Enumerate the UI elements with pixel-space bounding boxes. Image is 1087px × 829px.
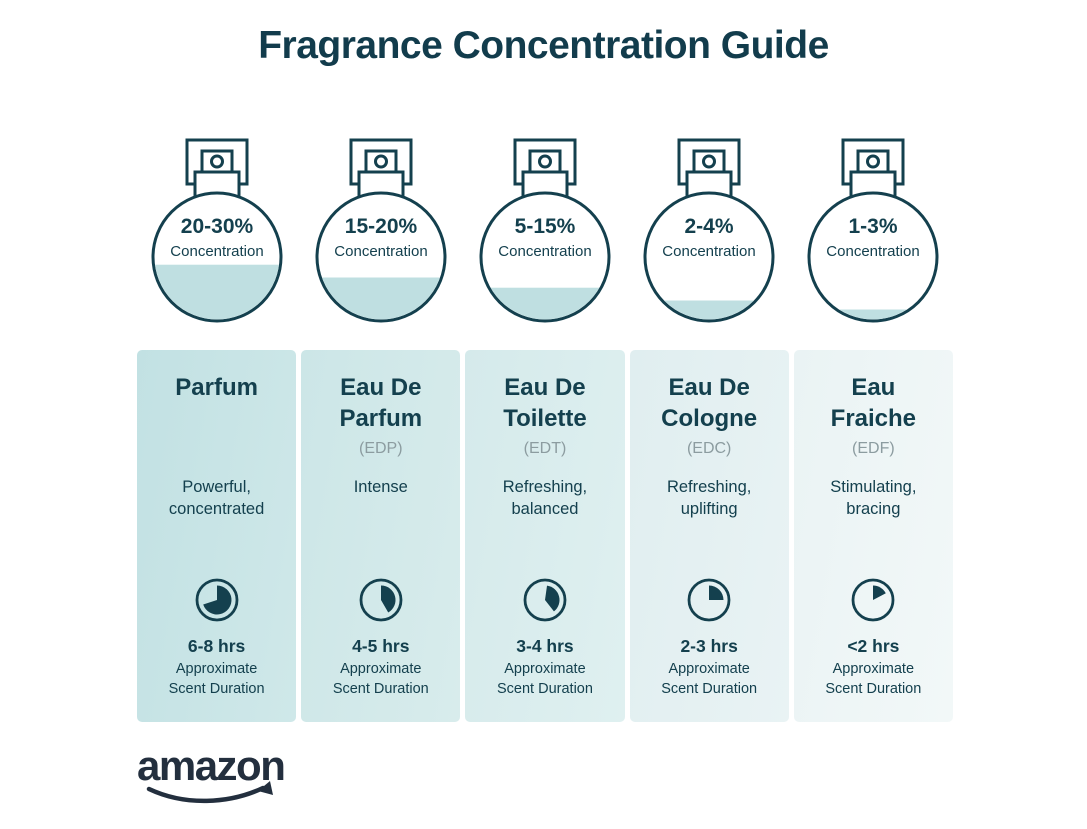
concentration-percent: 15-20% [345, 215, 418, 238]
bottle-liquid-fill [482, 287, 608, 320]
type-column: Eau De Parfum (EDP) Intense 4-5 hrs Appr… [301, 350, 461, 722]
concentration-label: Concentration [498, 243, 591, 260]
perfume-bottle-icon: 2-4% Concentration [643, 138, 775, 323]
duration-label-line1: Approximate [340, 661, 422, 677]
type-name: Parfum [175, 374, 258, 401]
scent-duration-label: Approximate Scent Duration [333, 659, 429, 699]
clock-wrap [521, 576, 569, 624]
type-abbreviation: (EDC) [686, 440, 732, 457]
scent-duration-hours: 4-5 hrs [352, 636, 410, 656]
duration-label-line2: Scent Duration [168, 681, 265, 697]
clock-icon [687, 578, 731, 622]
bottle-cell: 5-15% Concentration [465, 137, 624, 329]
clock-wrap [685, 576, 733, 624]
type-column: Eau De Toilette (EDT) Refreshing, balanc… [465, 350, 625, 722]
scent-duration-hours: 3-4 hrs [516, 636, 574, 656]
concentration-label: Concentration [170, 243, 263, 260]
amazon-logo-text: amazon [137, 742, 284, 789]
clock-wrap [193, 576, 241, 624]
clock-icon [851, 578, 895, 622]
scent-duration-label: Approximate Scent Duration [661, 659, 757, 699]
duration-label-line2: Scent Duration [332, 681, 429, 697]
type-abbreviation: (EDP) [359, 440, 403, 457]
bottle-liquid-fill [154, 264, 279, 320]
bottle-liquid-fill [646, 300, 772, 320]
type-name: Eau De Parfum [339, 374, 423, 433]
amazon-smile-arrow-icon [146, 785, 266, 804]
duration-label-line2: Scent Duration [661, 681, 758, 697]
clock-wrap [357, 576, 405, 624]
bottle-cell: 20-30% Concentration [137, 137, 296, 329]
bottle-nozzle-hole-icon [537, 154, 552, 169]
scent-duration-label: Approximate Scent Duration [825, 659, 921, 699]
concentration-percent: 2-4% [685, 215, 734, 238]
concentration-label: Concentration [827, 243, 920, 260]
duration-label-line1: Approximate [668, 661, 750, 677]
duration-label-line2: Scent Duration [497, 681, 593, 697]
bottles-row: 20-30% Concentration 15-20% Concentratio… [137, 137, 953, 329]
bottle-cell: 1-3% Concentration [794, 137, 953, 329]
type-description: Intense [353, 478, 408, 496]
bottle-nozzle-hole-icon [209, 154, 224, 169]
type-description: Refreshing, uplifting [666, 478, 752, 519]
amazon-arrow-head-icon [258, 781, 273, 795]
duration-label-line1: Approximate [175, 661, 258, 677]
scent-duration-hours: <2 hrs [847, 636, 900, 656]
concentration-percent: 1-3% [849, 215, 898, 238]
clock-icon [523, 578, 567, 622]
duration-label-line2: Scent Duration [825, 681, 922, 697]
bottle-nozzle-hole-icon [866, 154, 881, 169]
type-column: Parfum Powerful, concentrated 6-8 hrs Ap… [137, 350, 297, 722]
perfume-bottle-icon: 20-30% Concentration [151, 138, 283, 323]
scent-duration-label: Approximate Scent Duration [169, 659, 265, 699]
type-name: Eau Fraiche [830, 374, 917, 433]
fragrance-type-columns: Parfum Powerful, concentrated 6-8 hrs Ap… [137, 350, 953, 722]
type-abbreviation: (EDT) [523, 440, 567, 457]
perfume-bottle-icon: 1-3% Concentration [807, 138, 939, 323]
bottle-nozzle-hole-icon [702, 154, 717, 169]
type-description: Powerful, concentrated [168, 478, 265, 519]
perfume-bottle-icon: 15-20% Concentration [315, 138, 447, 323]
concentration-label: Concentration [334, 243, 427, 260]
duration-label-line1: Approximate [504, 661, 586, 677]
clock-wrap [849, 576, 897, 624]
type-name: Eau De Cologne [661, 374, 758, 433]
amazon-logo: amazon [137, 740, 297, 812]
type-column: Eau De Cologne (EDC) Refreshing, uplifti… [629, 350, 789, 722]
duration-label-line1: Approximate [832, 661, 915, 677]
concentration-label: Concentration [662, 243, 755, 260]
perfume-bottle-icon: 5-15% Concentration [479, 138, 611, 323]
scent-duration-hours: 2-3 hrs [680, 636, 738, 656]
type-description: Stimulating, bracing [830, 478, 917, 519]
type-column: Eau Fraiche (EDF) Stimulating, bracing <… [793, 350, 953, 722]
bottle-liquid-fill [810, 309, 936, 320]
type-abbreviation: (EDF) [852, 440, 895, 457]
bottle-cell: 2-4% Concentration [630, 137, 789, 329]
clock-icon [195, 578, 238, 622]
bottle-body [643, 191, 775, 323]
concentration-percent: 5-15% [515, 215, 576, 238]
clock-icon [359, 578, 403, 622]
bottle-body [807, 191, 939, 323]
scent-duration-hours: 6-8 hrs [187, 636, 246, 656]
page-title: Fragrance Concentration Guide [258, 24, 829, 67]
bottle-neck [521, 170, 569, 204]
scent-duration-label: Approximate Scent Duration [497, 659, 593, 699]
bottle-cell: 15-20% Concentration [301, 137, 460, 329]
type-description: Refreshing, balanced [502, 478, 588, 519]
concentration-percent: 20-30% [180, 215, 253, 238]
type-name: Eau De Toilette [503, 374, 587, 433]
bottle-nozzle-hole-icon [373, 154, 388, 169]
